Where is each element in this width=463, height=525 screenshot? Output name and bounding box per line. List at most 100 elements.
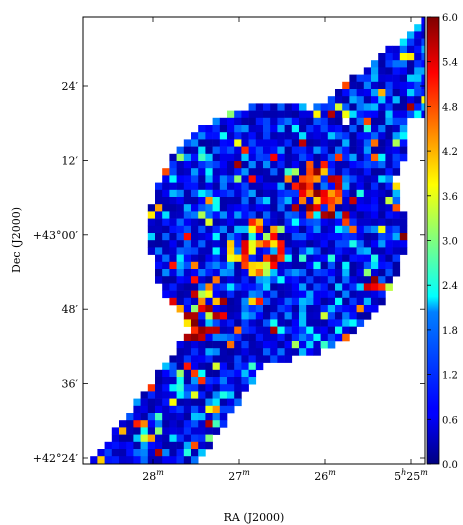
heatmap-cell	[133, 398, 141, 407]
heatmap-cell	[205, 161, 213, 169]
heatmap-cell	[363, 168, 372, 176]
heatmap-cell	[183, 146, 192, 155]
heatmap-cell	[371, 110, 379, 119]
heatmap-cell	[270, 204, 278, 212]
heatmap-cell	[349, 247, 357, 255]
heatmap-cell	[176, 420, 185, 428]
heatmap-cell	[421, 38, 425, 47]
heatmap-cell	[162, 276, 170, 284]
heatmap-cell	[392, 139, 401, 147]
heatmap-cell	[198, 125, 206, 133]
heatmap-cell	[212, 132, 221, 140]
heatmap-cell	[291, 117, 300, 126]
heatmap-cell	[414, 60, 422, 68]
heatmap-cell	[313, 125, 321, 133]
heatmap-cell	[313, 305, 321, 313]
heatmap-cell	[234, 225, 242, 234]
heatmap-cell	[385, 240, 393, 248]
heatmap-cell	[327, 276, 336, 284]
heatmap-cell	[356, 110, 365, 119]
heatmap-cell	[263, 326, 271, 335]
heatmap-cell	[205, 261, 213, 270]
heatmap-cell	[219, 319, 228, 327]
heatmap-cell	[385, 117, 393, 126]
heatmap-cell	[198, 369, 206, 378]
heatmap-cell	[155, 211, 163, 219]
heatmap-cell	[183, 362, 192, 371]
heatmap-cell	[320, 110, 329, 119]
heatmap-cell	[363, 254, 372, 263]
heatmap-cell	[327, 204, 336, 212]
heatmap-cell	[176, 182, 185, 191]
heatmap-cell	[399, 146, 408, 155]
heatmap-cell	[219, 132, 228, 140]
heatmap-cell	[155, 427, 163, 435]
heatmap-cell	[255, 348, 264, 356]
heatmap-cell	[313, 319, 321, 327]
heatmap-cell	[248, 305, 257, 313]
heatmap-cell	[263, 146, 271, 155]
heatmap-cell	[198, 362, 206, 371]
heatmap-cell	[363, 204, 372, 212]
heatmap-cell	[169, 398, 177, 407]
heatmap-cell	[299, 175, 307, 183]
heatmap-cell	[241, 175, 249, 183]
heatmap-cell	[277, 283, 285, 291]
heatmap-cell	[363, 197, 372, 205]
heatmap-cell	[277, 341, 285, 349]
heatmap-cell	[306, 348, 314, 356]
heatmap-cell	[255, 139, 264, 147]
heatmap-cell	[263, 125, 271, 133]
heatmap-cell	[378, 297, 386, 306]
heatmap-cell	[263, 197, 271, 205]
heatmap-cell	[183, 456, 192, 464]
heatmap-cell	[313, 103, 321, 111]
heatmap-cell	[241, 341, 249, 349]
heatmap-cell	[335, 182, 343, 191]
heatmap-cell	[342, 153, 350, 162]
colorbar-tick-label: 0.0	[442, 460, 458, 471]
heatmap-cell	[421, 110, 425, 119]
heatmap-cell	[155, 276, 163, 284]
heatmap-cell	[407, 74, 415, 83]
heatmap-cell	[205, 420, 213, 428]
heatmap-cell	[162, 427, 170, 435]
heatmap-cell	[284, 218, 293, 227]
heatmap-cell	[291, 125, 300, 133]
heatmap-cell	[176, 362, 185, 371]
plot-frame	[82, 16, 426, 465]
heatmap-cell	[234, 377, 242, 385]
heatmap-cell	[335, 117, 343, 126]
heatmap-cell	[248, 377, 257, 385]
heatmap-cell	[270, 139, 278, 147]
heatmap-cell	[392, 161, 401, 169]
heatmap-cell	[227, 233, 235, 241]
heatmap-cell	[335, 283, 343, 291]
heatmap-cell	[248, 211, 257, 219]
heatmap-cell	[212, 197, 221, 205]
heatmap-cell	[392, 117, 401, 126]
heatmap-cell	[291, 204, 300, 212]
heatmap-cell	[335, 218, 343, 227]
heatmap-cell	[227, 305, 235, 313]
heatmap-cell	[335, 312, 343, 320]
heatmap-cell	[306, 341, 314, 349]
heatmap-cell	[421, 103, 425, 111]
heatmap-cell	[277, 204, 285, 212]
heatmap-cell	[385, 261, 393, 270]
heatmap-cell	[392, 240, 401, 248]
heatmap-cell	[349, 189, 357, 198]
heatmap-cell	[306, 175, 314, 183]
heatmap-cell	[169, 427, 177, 435]
heatmap-cell	[399, 45, 408, 54]
heatmap-cell	[399, 139, 408, 147]
heatmap-cell	[363, 117, 372, 126]
heatmap-cell	[90, 456, 98, 464]
heatmap-cell	[407, 53, 415, 61]
heatmap-cell	[162, 225, 170, 234]
heatmap-cell	[371, 204, 379, 212]
heatmap-cell	[349, 276, 357, 284]
heatmap-cell	[183, 168, 192, 176]
heatmap-cell	[299, 233, 307, 241]
x-tick-label: 28m	[142, 468, 164, 483]
